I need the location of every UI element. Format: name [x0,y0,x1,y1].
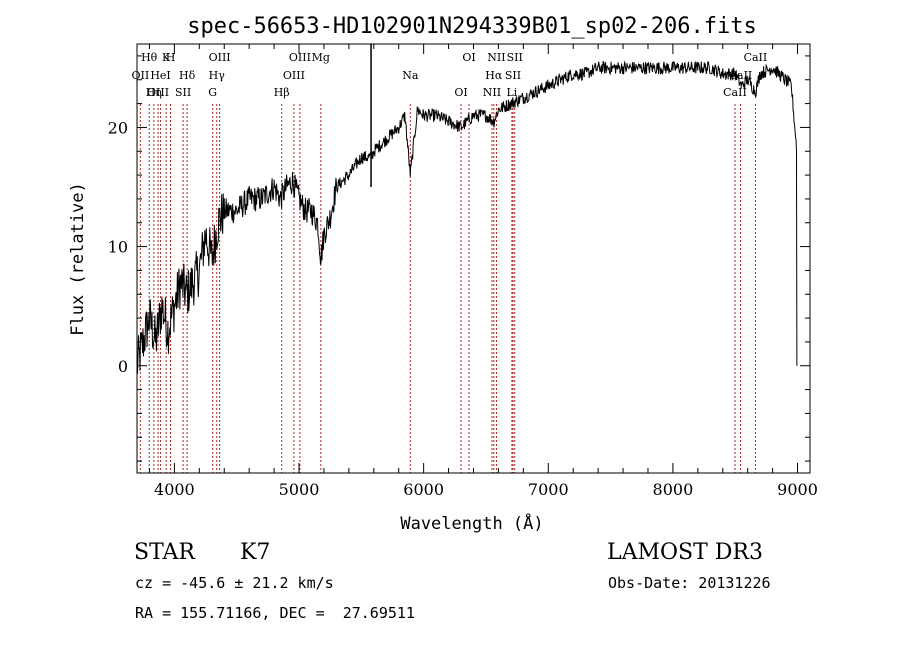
emission-line-label: OIII [283,69,305,82]
x-tick-label: 9000 [777,480,818,499]
emission-line-label: SII [507,51,523,64]
emission-line-label: G [208,86,217,99]
y-tick-label: 0 [118,357,128,376]
plot-frame [136,43,811,474]
emission-line-label: OII [132,69,150,82]
emission-line-label: K [162,51,171,64]
emission-line-label: Na [402,69,419,82]
x-tick-label: 5000 [279,480,320,499]
emission-line-label: Hγ [209,69,226,82]
y-tick-label: 20 [108,118,128,137]
object-subclass: K7 [240,540,271,565]
emission-lines [139,104,756,473]
x-tick-label: 4000 [154,480,195,499]
emission-line-labels: Hθ OII OIII K HeI Hη HHδ SII OIII Hγ G OIII OIII Hβ Mg… [132,51,768,99]
axis-ticks: 4000 5000 6000 7000 8000 9000 0 10 20 [108,44,818,499]
emission-line-label: H [166,51,176,64]
emission-line-label: OI [462,51,475,64]
emission-line-label: OIII [289,51,311,64]
emission-line-label: Hβ [274,86,290,99]
emission-line-label: HeI [150,69,170,82]
x-axis-title: Wavelength (Å) [400,512,543,534]
emission-line-label: NII [483,86,501,99]
object-class: STAR [134,540,195,565]
x-tick-label: 6000 [403,480,444,499]
emission-line-label: CaII [744,51,768,64]
emission-line-label: SII [175,86,191,99]
x-tick-label: 8000 [653,480,694,499]
emission-line-label: SII [505,69,521,82]
emission-line-label: OIII [209,51,231,64]
emission-line-label: CaII [723,86,747,99]
y-tick-label: 10 [108,238,128,257]
coordinates: RA = 155.71166, DEC = 27.69511 [135,604,415,622]
emission-line-label: Mg [312,51,330,64]
observation-date: Obs-Date: 20131226 [608,574,771,592]
emission-line-label: Hη [146,86,162,99]
y-axis-title: Flux (relative) [68,182,88,336]
emission-line-label: NII [487,51,505,64]
spectrum-line [136,60,798,374]
emission-line-label: Li [506,86,517,99]
emission-line-label: OI [454,86,467,99]
emission-line-label: Hθ [141,51,158,64]
emission-line-label: OIII [147,86,169,99]
x-tick-label: 7000 [528,480,569,499]
emission-line-label: Hα [485,69,503,82]
chart-title: spec-56653-HD102901N294339B01_sp02-206.f… [187,14,757,39]
redshift-cz: cz = -45.6 ± 21.2 km/s [135,574,334,592]
survey-name: LAMOST DR3 [607,540,763,565]
emission-line-label: Hδ [179,69,196,82]
